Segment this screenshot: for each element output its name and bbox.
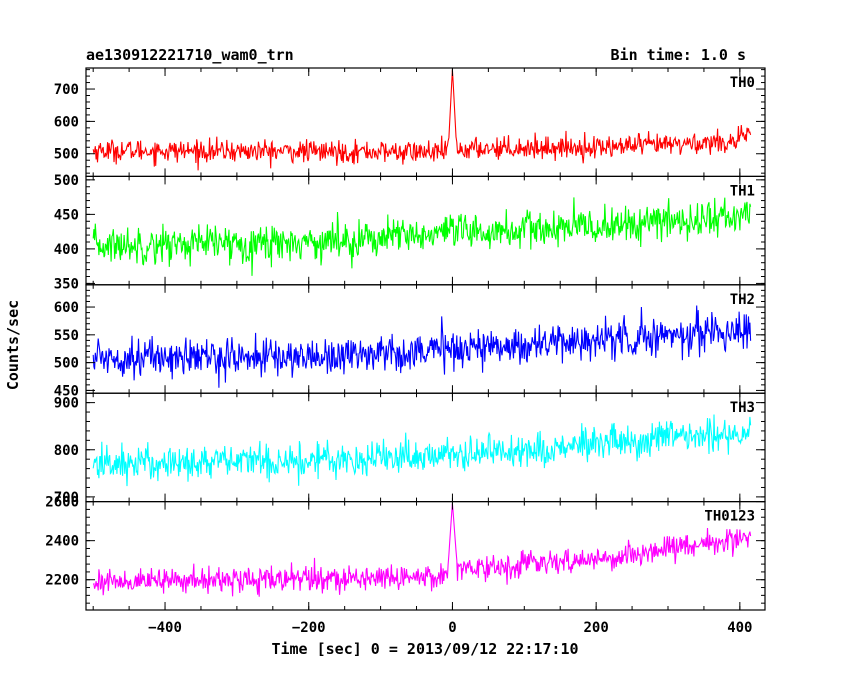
chart-title: ae130912221710_wam0_trn	[86, 46, 294, 64]
y-tick-label: 2200	[45, 573, 79, 589]
y-tick-label: 450	[54, 383, 79, 399]
y-tick-label: 400	[54, 242, 79, 258]
x-tick-label: −400	[148, 620, 182, 636]
panel-frame	[85, 501, 766, 611]
series-line-th2	[92, 305, 752, 388]
y-axis-label: Counts/sec	[4, 300, 22, 390]
series-line-th0	[92, 69, 752, 171]
x-axis-label: Time [sec] 0 = 2013/09/12 22:17:10	[271, 640, 578, 658]
series-line-th1	[92, 197, 752, 276]
panel-label-th1: TH1	[730, 183, 755, 199]
y-tick-label: 350	[54, 276, 79, 292]
series-line-th3	[92, 414, 752, 487]
y-tick-label: 900	[54, 396, 79, 412]
panel-frame	[85, 392, 766, 503]
panel-frame	[85, 175, 766, 286]
y-tick-label: 500	[54, 356, 79, 372]
panel-label-th3: TH3	[730, 400, 755, 416]
panel-label-th0: TH0	[730, 75, 755, 91]
panel-frame	[85, 67, 766, 178]
panel-frame	[85, 284, 766, 394]
y-tick-label: 2400	[45, 534, 79, 550]
x-tick-label: 0	[448, 620, 456, 636]
bin-time-label: Bin time: 1.0 s	[611, 46, 746, 64]
panels-group: 500 600 700 TH0 350 400 450 500 TH1 450 500 550 600 T…	[45, 67, 766, 611]
y-tick-label: 450	[54, 207, 79, 223]
panel-label-th0123: TH0123	[704, 509, 755, 525]
y-tick-label: 500	[54, 173, 79, 189]
y-tick-label: 600	[54, 300, 79, 316]
y-tick-label: 600	[54, 114, 79, 130]
y-tick-label: 2600	[45, 495, 79, 511]
x-tick-label: −200	[292, 620, 326, 636]
y-tick-label: 500	[54, 147, 79, 163]
y-tick-label: 700	[54, 490, 79, 506]
x-tick-label: 200	[583, 620, 608, 636]
x-tick-label: 400	[727, 620, 752, 636]
x-axis: −400 −200 0 200 400	[148, 620, 752, 636]
y-tick-label: 550	[54, 328, 79, 344]
y-tick-label: 800	[54, 443, 79, 459]
panel-label-th2: TH2	[730, 292, 755, 308]
series-line-th0123	[92, 503, 752, 597]
y-tick-label: 700	[54, 82, 79, 98]
